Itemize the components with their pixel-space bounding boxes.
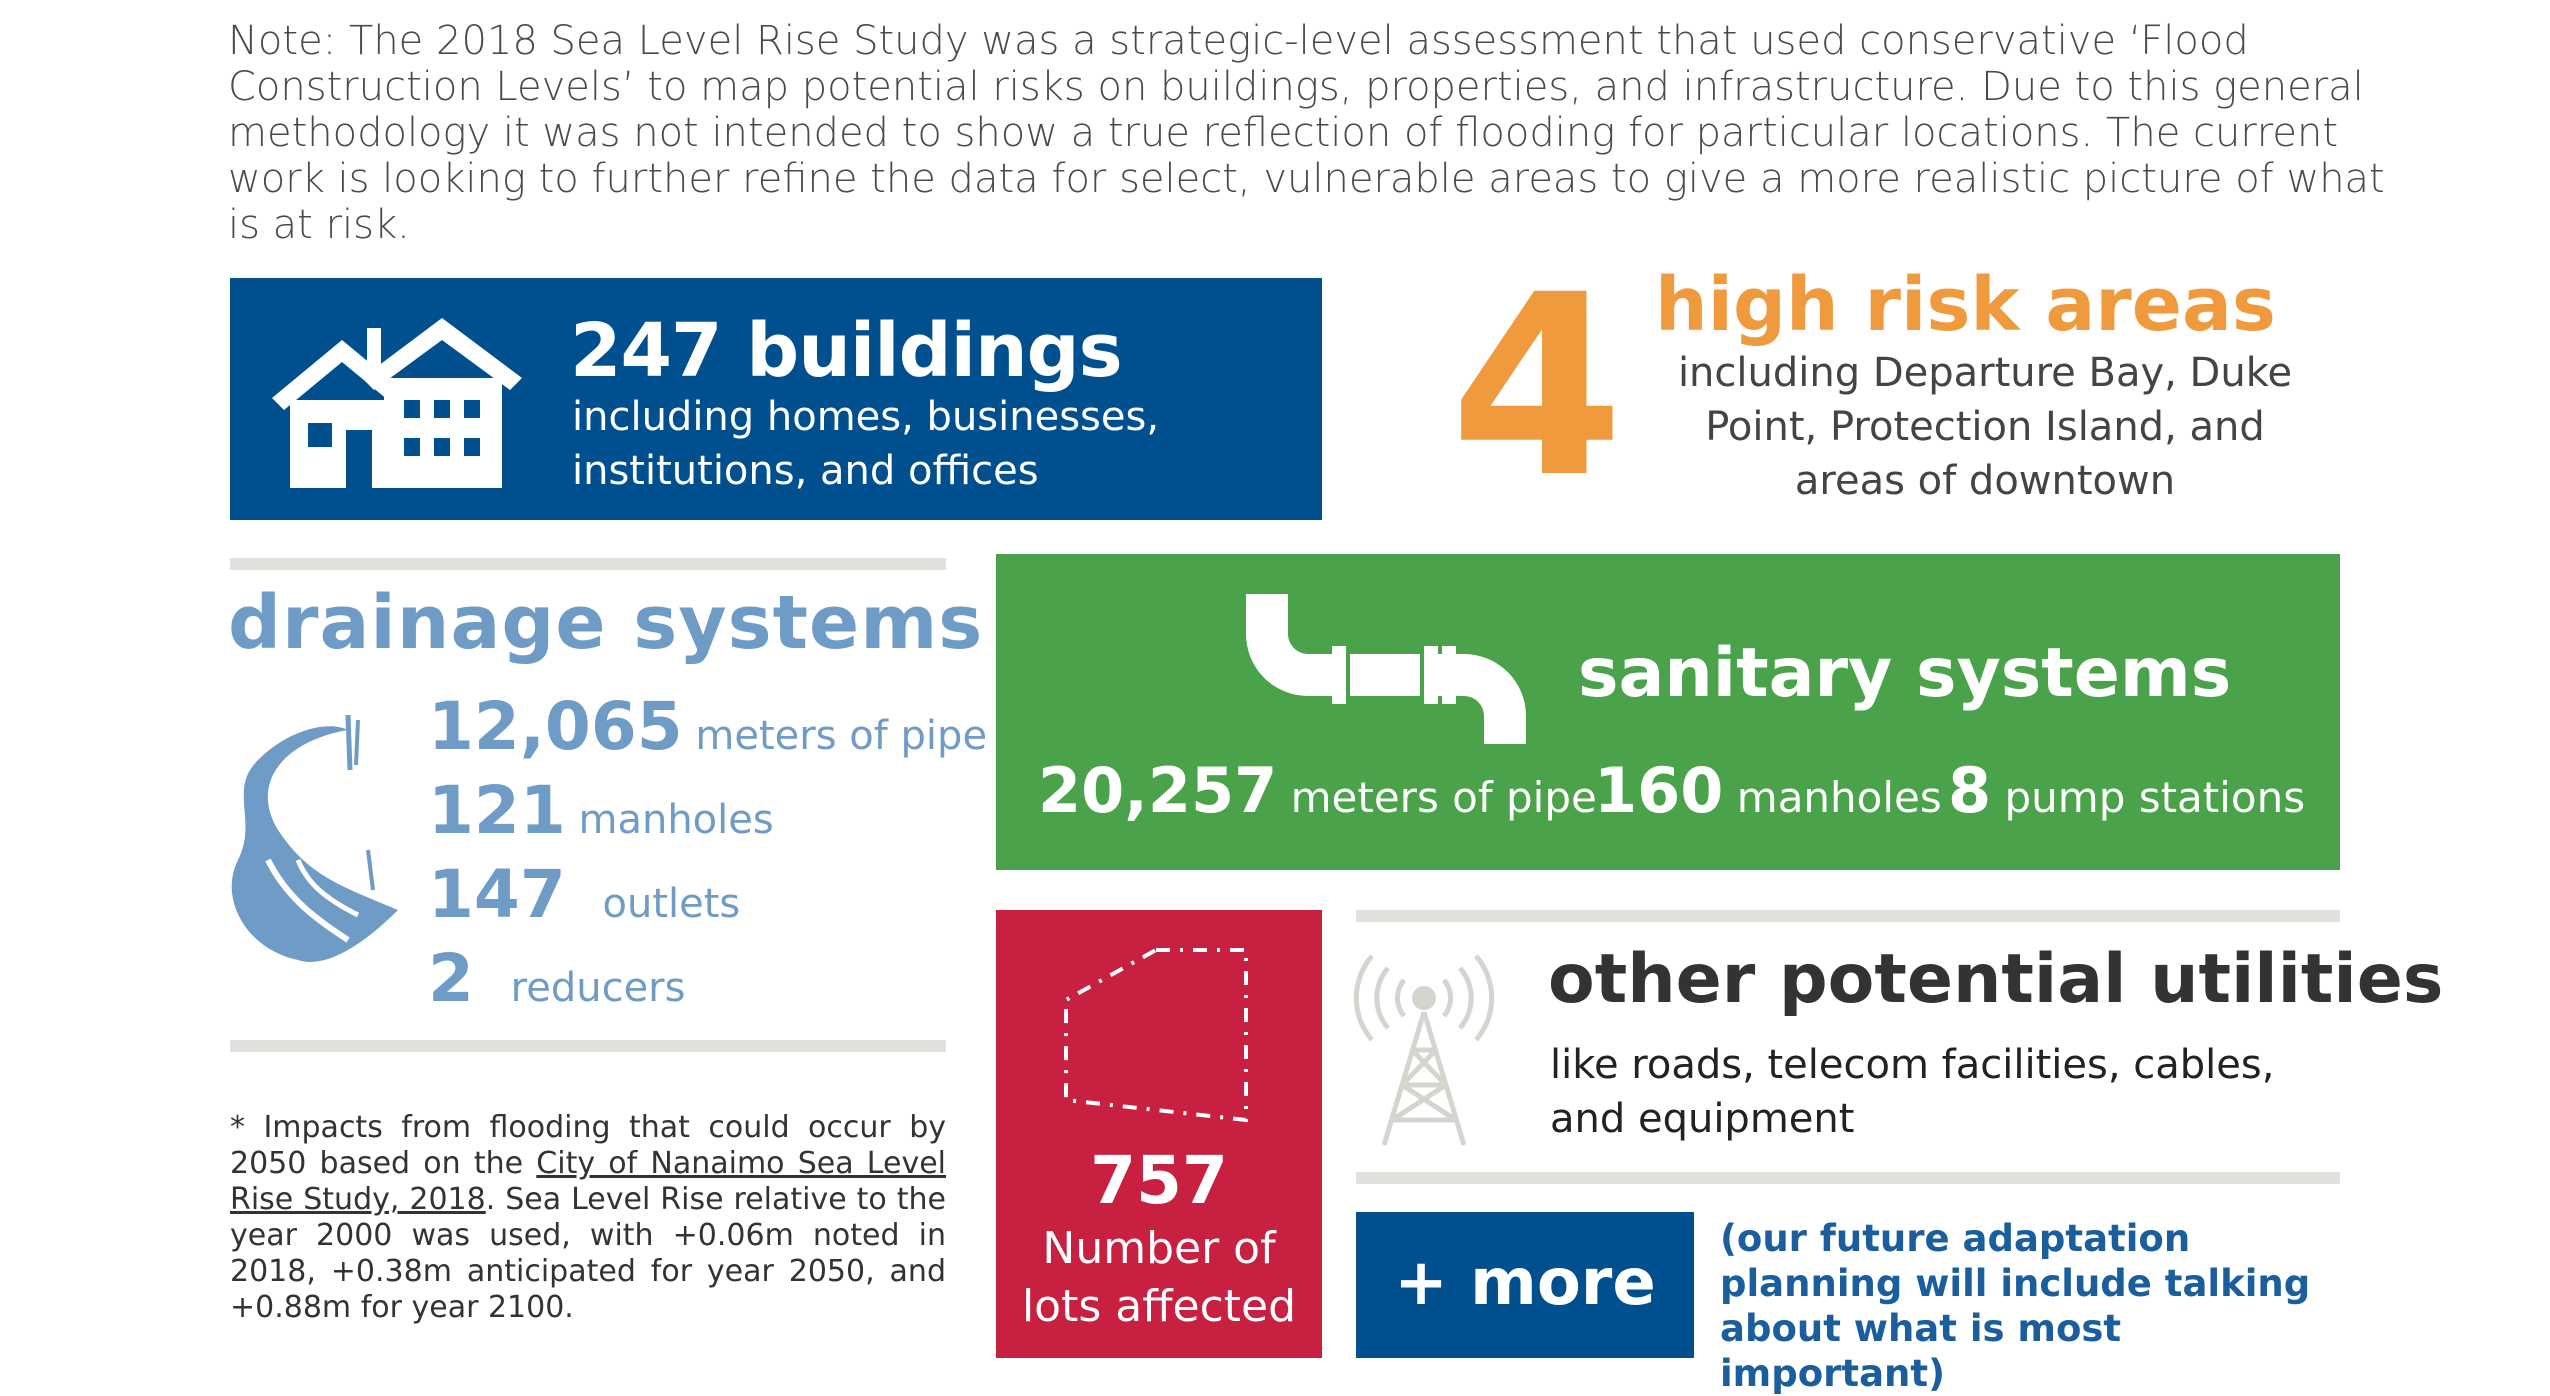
sanitary-stat-label: manholes (1736, 773, 1942, 822)
drainage-stat-label: manholes (578, 797, 774, 843)
lots-label: Number of lots affected (1021, 1223, 1297, 1332)
sanitary-stat-label: meters of pipe (1290, 773, 1597, 822)
high-risk-desc: including Departure Bay, Duke Point, Pro… (1677, 350, 2293, 504)
drainage-bottom-rule (230, 1040, 946, 1052)
sanitary-stat-num: 20,257 (1038, 754, 1278, 827)
more-note: (our future adaptation planning will inc… (1720, 1217, 2311, 1395)
more-label: + more (1394, 1246, 1656, 1320)
more-card: + more (1356, 1212, 1694, 1358)
sanitary-stat-num: 160 (1594, 754, 1724, 827)
sanitary-stat-pumps: 8 pump stations (1948, 754, 2305, 827)
study-link[interactable]: City of Nanaimo Sea Level Rise Study, 20… (230, 1146, 946, 1217)
drainage-stat-label: meters of pipe (695, 713, 988, 759)
drainage-stat-label: outlets (602, 881, 741, 927)
utilities-top-rule (1356, 910, 2340, 922)
drainage-title: drainage systems (228, 580, 984, 666)
high-risk-number: 4 (1450, 241, 1624, 532)
utilities-desc: like roads, telecom facilities, cables, … (1550, 1042, 2275, 1142)
drainage-stat-pipe: 12,065 meters of pipe (428, 688, 987, 765)
pipe-icon (1246, 594, 1526, 744)
buildings-card: 247 buildings including homes, businesse… (230, 278, 1322, 520)
footnote-post: . Sea Level Rise relative to the year 20… (230, 1182, 946, 1325)
lots-card: 757 Number of lots affected (996, 910, 1322, 1358)
drainage-stat-num: 2 (428, 940, 474, 1017)
river-icon (231, 714, 398, 962)
telecom-tower-icon (1354, 954, 1494, 1146)
intro-note: Note: The 2018 Sea Level Rise Study was … (228, 18, 2385, 248)
sanitary-title: sanitary systems (1578, 634, 2232, 713)
buildings-desc: including homes, businesses, institution… (572, 394, 1160, 494)
lots-number: 757 (1090, 1142, 1228, 1219)
footnote: * Impacts from flooding that could occur… (230, 1110, 946, 1326)
drainage-stat-num: 121 (428, 772, 566, 849)
sanitary-stat-label: pump stations (2004, 773, 2306, 822)
utilities-bottom-rule (1356, 1172, 2340, 1184)
drainage-stat-outlets: 147 outlets (428, 856, 740, 933)
drainage-stat-label: reducers (510, 965, 686, 1011)
buildings-title: 247 buildings (570, 308, 1123, 394)
footnote-pre: * Impacts from flooding that could occur… (230, 1110, 946, 1181)
sanitary-stat-pipe: 20,257 meters of pipe (1038, 754, 1597, 827)
houses-icon (272, 318, 522, 488)
drainage-stat-num: 12,065 (428, 688, 683, 765)
drainage-stat-num: 147 (428, 856, 566, 933)
lot-boundary-icon (1064, 948, 1248, 1123)
sanitary-card: sanitary systems 20,257 meters of pipe 1… (996, 554, 2340, 870)
sanitary-stat-manholes: 160 manholes (1594, 754, 1942, 827)
drainage-stat-manholes: 121 manholes (428, 772, 774, 849)
drainage-top-rule (230, 558, 946, 570)
sanitary-stat-num: 8 (1948, 754, 1992, 827)
high-risk-title: high risk areas (1655, 262, 2276, 348)
utilities-title: other potential utilities (1548, 940, 2444, 1019)
drainage-stat-reducers: 2 reducers (428, 940, 685, 1017)
